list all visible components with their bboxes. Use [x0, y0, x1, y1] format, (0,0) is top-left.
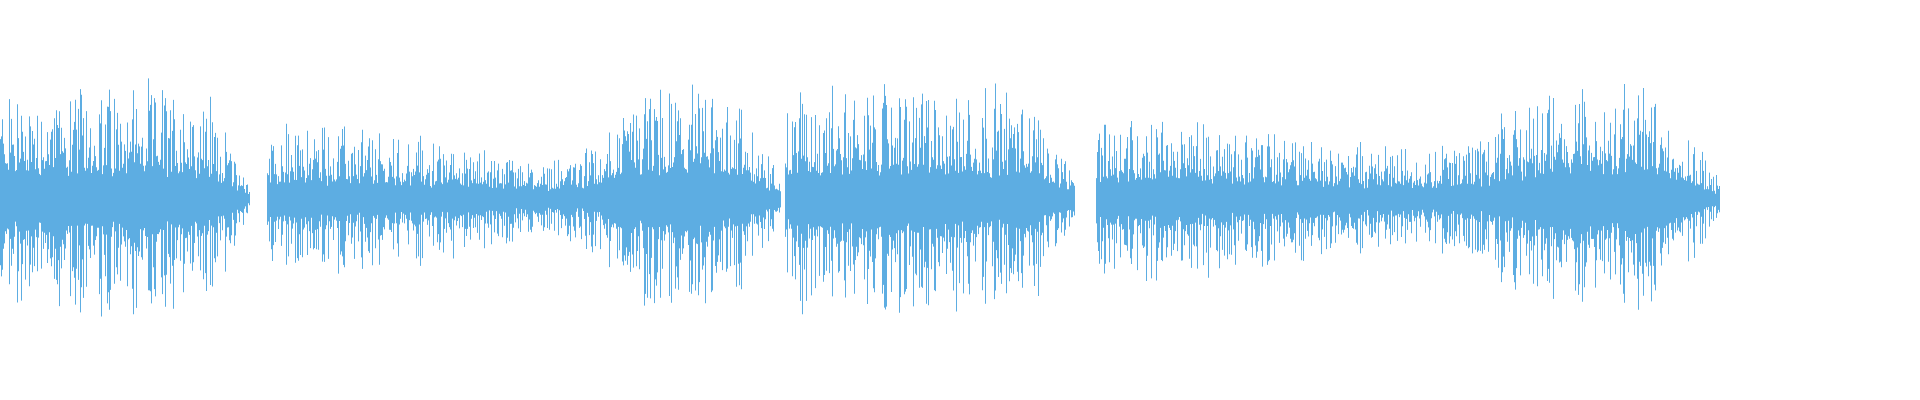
waveform-segment-1: [0, 78, 250, 317]
waveform-bars: [0, 78, 1720, 317]
waveform-segment-4: [1096, 84, 1720, 310]
waveform-segment-3: [785, 83, 1075, 315]
waveform-segment-2: [267, 84, 781, 306]
